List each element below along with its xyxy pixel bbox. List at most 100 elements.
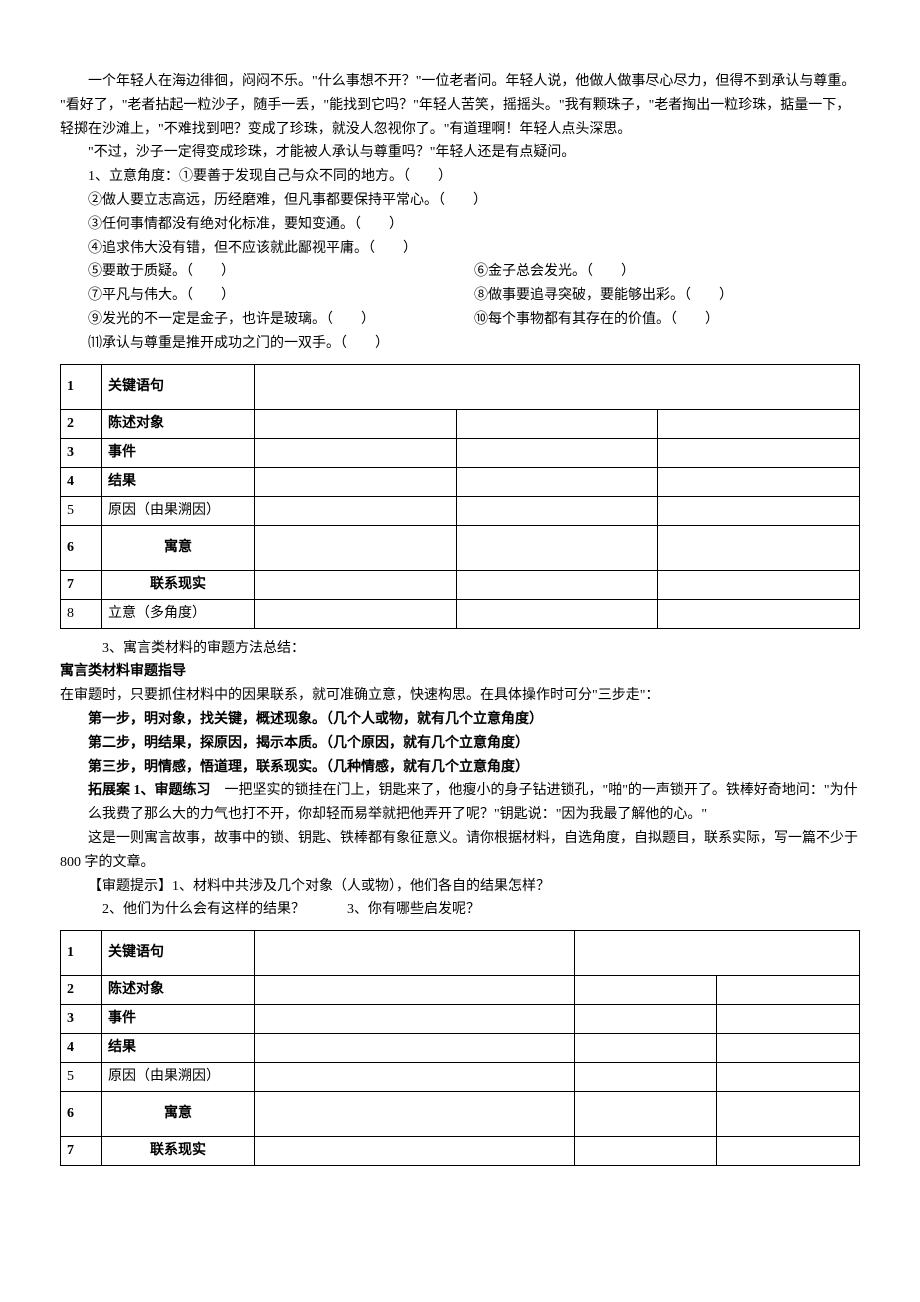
row-cell [255,496,457,525]
table-row: 1关键语句 [61,364,860,409]
row-cell [658,525,860,570]
q8: ⑾承认与尊重是推开成功之门的一双手。（ ） [60,332,860,356]
row-number: 6 [61,525,102,570]
row-cell [255,409,457,438]
row-cell [255,976,575,1005]
row-number: 5 [61,1063,102,1092]
method-intro: 在审题时，只要抓住材料中的因果联系，就可准确立意，快速构思。在具体操作时可分"三… [60,684,860,708]
table-row: 8立意（多角度） [61,599,860,628]
row-number: 5 [61,496,102,525]
row-cell [456,438,658,467]
hint2: 2、他们为什么会有这样的结果？ 3、你有哪些启发呢？ [60,898,860,922]
row-label: 原因（由果溯因） [102,496,255,525]
row-label: 立意（多角度） [102,599,255,628]
row-cell [255,1005,575,1034]
row-number: 3 [61,1005,102,1034]
row-cell [658,467,860,496]
row-cell [717,1034,860,1063]
table-row: 2陈述对象 [61,976,860,1005]
q5-right: ⑥金子总会发光。（ ） [474,260,860,284]
row-cell [456,570,658,599]
row-label: 事件 [102,1005,255,1034]
q3: ③任何事情都没有绝对化标准，要知变通。（ ） [60,213,860,237]
row-number: 4 [61,1034,102,1063]
ext-story: 拓展案 1、审题练习 一把坚实的锁挂在门上，钥匙来了，他瘦小的身子钻进锁孔，"啪… [88,779,860,827]
row-number: 3 [61,438,102,467]
row-cell [255,1137,575,1166]
row-cell [717,1092,860,1137]
q-header: 1、立意角度：①要善于发现自己与众不同的地方。（ ） [60,165,860,189]
row-label: 联系现实 [102,1137,255,1166]
row-cell [717,1137,860,1166]
row-label: 关键语句 [102,931,255,976]
story-p2: "不过，沙子一定得变成珍珠，才能被人承认与尊重吗？"年轻人还是有点疑问。 [60,141,860,165]
row-cell [658,409,860,438]
row-label: 联系现实 [102,570,255,599]
row-cell [456,467,658,496]
method-step2: 第二步，明结果，探原因，揭示本质。（几个原因，就有几个立意角度） [88,732,860,756]
row-cell [574,1063,717,1092]
row-cell [255,525,457,570]
row-number: 2 [61,976,102,1005]
table-row: 2陈述对象 [61,409,860,438]
row-cell [255,467,457,496]
story-p1: 一个年轻人在海边徘徊，闷闷不乐。"什么事想不开？"一位老者问。年轻人说，他做人做… [60,70,860,141]
method-step3: 第三步，明情感，悟道理，联系现实。（几种情感，就有几个立意角度） [88,756,860,780]
q6-left: ⑦平凡与伟大。（ ） [88,284,474,308]
row-cell [658,570,860,599]
row-cell [574,1034,717,1063]
row-number: 7 [61,1137,102,1166]
row-cell [574,1092,717,1137]
row-cell [456,525,658,570]
q2: ②做人要立志高远，历经磨难，但凡事都要保持平常心。（ ） [60,189,860,213]
row-cell [255,570,457,599]
row-label: 结果 [102,467,255,496]
row-cell [717,976,860,1005]
table-row: 7联系现实 [61,1137,860,1166]
q5-left: ⑤要敢于质疑。（ ） [88,260,474,284]
row-cell [456,599,658,628]
row-cell [717,1005,860,1034]
table-row: 3事件 [61,438,860,467]
row-number: 1 [61,931,102,976]
row-number: 4 [61,467,102,496]
row-label: 寓意 [102,525,255,570]
table-row: 7联系现实 [61,570,860,599]
q6-right: ⑧做事要追寻突破，要能够出彩。（ ） [474,284,860,308]
row-cell [255,1063,575,1092]
method-title: 寓言类材料审题指导 [60,660,860,684]
row-cell [255,364,860,409]
row-cell [456,409,658,438]
q7-left: ⑨发光的不一定是金子，也许是玻璃。（ ） [88,308,474,332]
row-cell [255,1034,575,1063]
row-number: 6 [61,1092,102,1137]
row-cell [255,599,457,628]
row-label: 事件 [102,438,255,467]
row-label: 结果 [102,1034,255,1063]
row-cell [255,438,457,467]
hint1: 【审题提示】1、材料中共涉及几个对象（人或物），他们各自的结果怎样？ [60,875,860,899]
row-number: 7 [61,570,102,599]
method-line1: 3、寓言类材料的审题方法总结： [60,637,860,661]
row-cell [717,1063,860,1092]
table-row: 6寓意 [61,1092,860,1137]
table-row: 5原因（由果溯因） [61,1063,860,1092]
row-cell [658,599,860,628]
row-cell [574,976,717,1005]
method-step1: 第一步，明对象，找关键，概述现象。（几个人或物，就有几个立意角度） [88,708,860,732]
analysis-table-1: 1关键语句2陈述对象3事件4结果5原因（由果溯因）6寓意7联系现实8立意（多角度… [60,364,860,629]
ext-label: 拓展案 1、审题练习 [88,783,211,798]
analysis-table-2: 1关键语句2陈述对象3事件4结果5原因（由果溯因）6寓意7联系现实 [60,930,860,1166]
ext-p2: 这是一则寓言故事，故事中的锁、钥匙、铁棒都有象征意义。请你根据材料，自选角度，自… [60,827,860,875]
row-cell [255,1092,575,1137]
row-label: 陈述对象 [102,976,255,1005]
table-row: 6寓意 [61,525,860,570]
row-label: 关键语句 [102,364,255,409]
row-cell [658,496,860,525]
row-number: 8 [61,599,102,628]
row-number: 1 [61,364,102,409]
table-row: 4结果 [61,1034,860,1063]
row-cell [456,496,658,525]
table-row: 3事件 [61,1005,860,1034]
table-row: 1关键语句 [61,931,860,976]
